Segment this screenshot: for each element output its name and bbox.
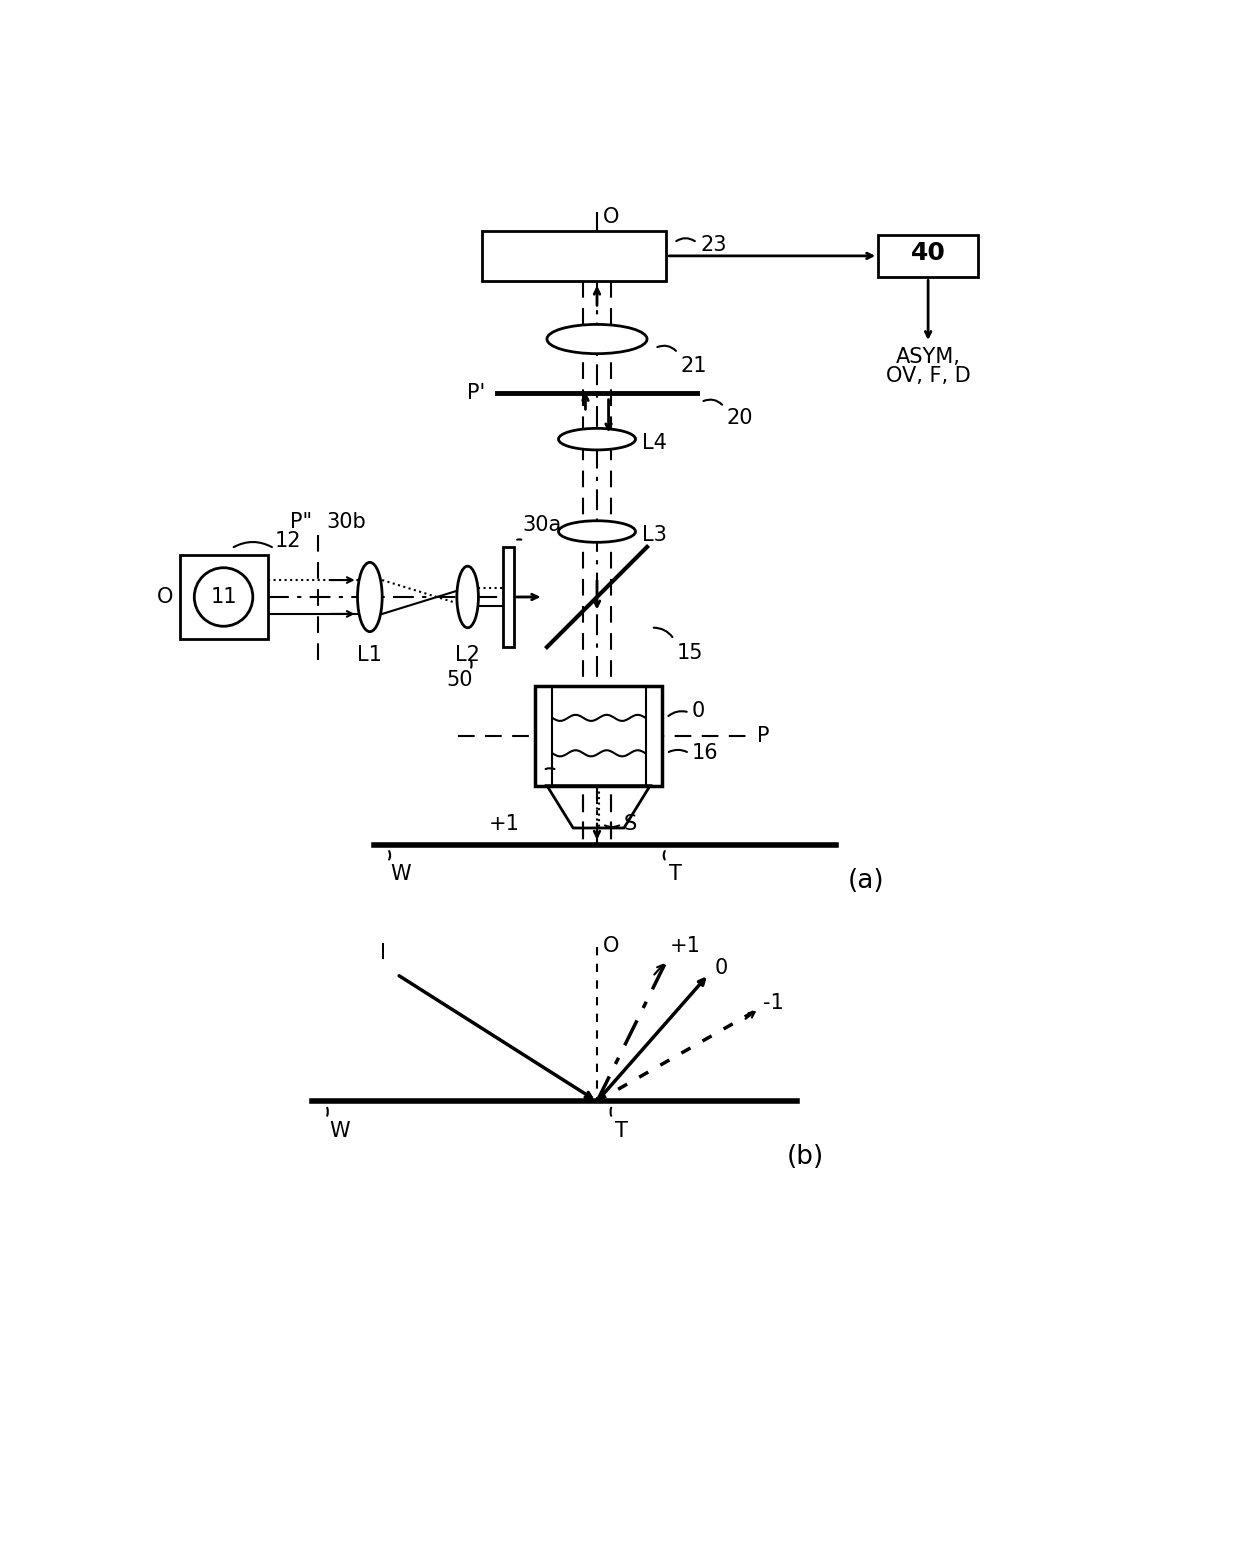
Text: 50: 50 <box>446 671 474 691</box>
Text: P': P' <box>467 382 485 402</box>
Text: 12: 12 <box>274 530 301 550</box>
Text: 20: 20 <box>727 409 753 429</box>
Text: W: W <box>391 864 412 884</box>
Text: 30a: 30a <box>522 515 562 535</box>
Text: 0: 0 <box>714 958 728 978</box>
Ellipse shape <box>357 563 382 632</box>
Bar <box>180 555 268 640</box>
Text: 11: 11 <box>211 588 237 608</box>
Text: O: O <box>157 588 174 608</box>
Text: (b): (b) <box>786 1144 823 1170</box>
Text: 30b: 30b <box>326 512 366 532</box>
Text: T: T <box>615 1121 627 1141</box>
Text: T: T <box>668 864 682 884</box>
Text: 21: 21 <box>681 356 707 376</box>
Text: OV, F, D: OV, F, D <box>885 365 971 386</box>
Bar <box>503 547 513 648</box>
Text: (a): (a) <box>848 868 885 894</box>
Text: L1: L1 <box>357 645 382 665</box>
Text: L2: L2 <box>455 645 480 665</box>
Ellipse shape <box>558 429 635 450</box>
Text: 0: 0 <box>692 702 706 722</box>
Text: O: O <box>603 207 620 227</box>
Text: I: I <box>379 942 386 962</box>
Bar <box>536 686 662 785</box>
Text: ASYM,: ASYM, <box>895 347 961 367</box>
Text: 23: 23 <box>701 234 728 254</box>
Ellipse shape <box>547 324 647 353</box>
Text: 16: 16 <box>692 743 718 763</box>
Text: 40: 40 <box>910 241 946 265</box>
Text: L3: L3 <box>641 526 667 546</box>
Text: O: O <box>603 936 620 956</box>
Text: P: P <box>758 726 770 746</box>
Text: S: S <box>624 814 636 834</box>
Text: +1: +1 <box>489 814 520 834</box>
Text: I: I <box>549 760 556 780</box>
Text: P": P" <box>290 512 312 532</box>
Text: +1: +1 <box>670 936 701 956</box>
Bar <box>481 231 666 281</box>
Ellipse shape <box>456 566 479 628</box>
Text: 15: 15 <box>676 643 703 663</box>
Bar <box>878 234 978 278</box>
Ellipse shape <box>558 521 635 543</box>
Text: L4: L4 <box>641 433 667 453</box>
Text: W: W <box>329 1121 350 1141</box>
Text: -1: -1 <box>763 993 784 1013</box>
